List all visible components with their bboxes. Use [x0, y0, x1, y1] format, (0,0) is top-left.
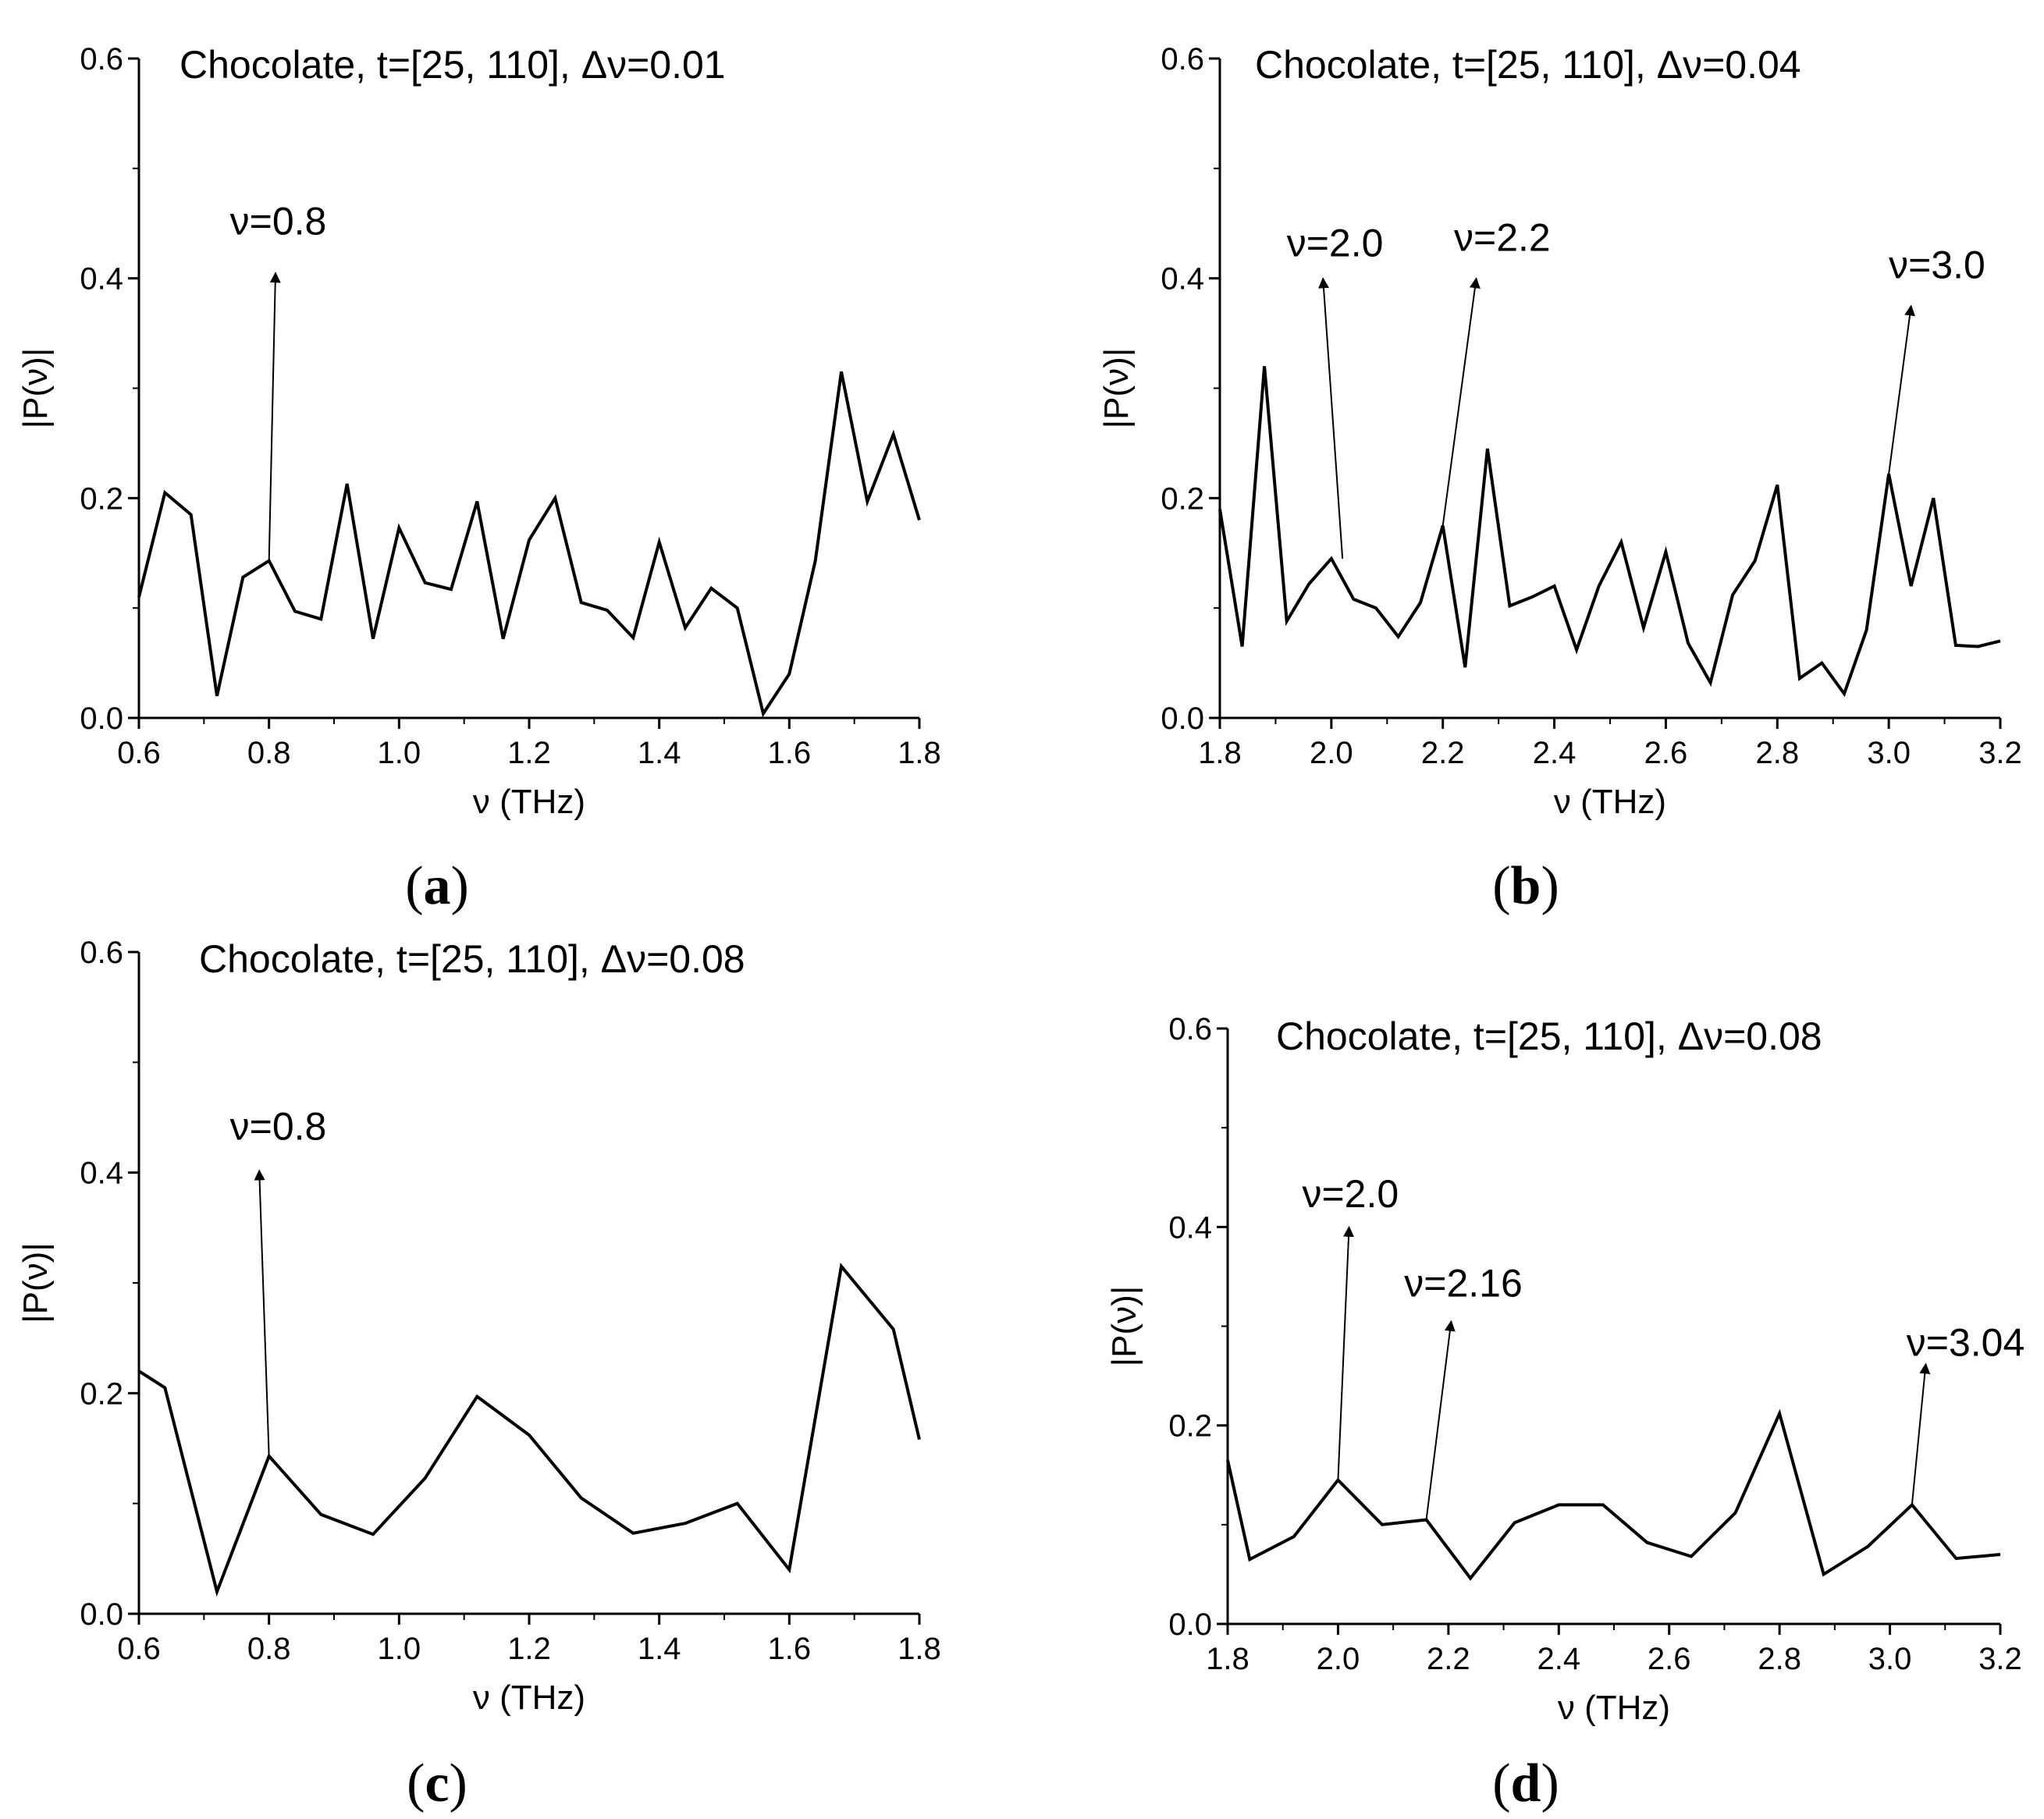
annotation-label: ν=3.04	[1907, 1321, 2025, 1365]
panel-label-c: (c)	[407, 1753, 467, 1814]
y-tick-label: 0.2	[80, 1377, 123, 1411]
y-tick-label: 0.6	[80, 936, 123, 970]
panel-a: 0.6 0.8 1.0 1.2 1.4 1.6 1.8 0.0 0.2 0.4 0.6 ν (THz)…	[16, 42, 941, 821]
annotation-arrow	[1911, 1362, 1931, 1505]
y-tick-label: 0.2	[1168, 1409, 1212, 1444]
x-tick-label: 2.4	[1537, 1642, 1580, 1676]
annotation-arrow	[1425, 1320, 1456, 1520]
panel-label-d: (d)	[1492, 1753, 1559, 1814]
y-tick-label: 0.0	[1168, 1608, 1212, 1642]
y-tick-label: 0.0	[80, 702, 123, 736]
annotation-arrow	[268, 272, 281, 561]
y-tick-label: 0.4	[80, 1156, 123, 1191]
x-tick-label: 1.0	[378, 736, 421, 770]
y-axis-title: |P(ν)|	[16, 1242, 55, 1323]
x-tick-label: 1.8	[1206, 1642, 1250, 1676]
annotation-label: ν=3.0	[1889, 243, 1985, 287]
panel-c: 0.6 0.8 1.0 1.2 1.4 1.6 1.8 0.0 0.2 0.4 0.6 ν (THz)…	[16, 936, 941, 1717]
panel-label-b: (b)	[1492, 856, 1559, 916]
chart-title: Chocolate, t=[25, 110], Δν=0.04	[1255, 43, 1801, 87]
panel-label-a: (a)	[405, 856, 469, 916]
x-tick-label: 3.2	[1978, 1642, 2022, 1676]
panel-d: 1.8 2.0 2.2 2.4 2.6 2.8 3.0 3.2 0.0 0.2 0.4 0.6 ν (T…	[1105, 1012, 2024, 1727]
x-tick-label: 1.6	[768, 736, 812, 770]
annotation-label: ν=0.8	[230, 1104, 327, 1148]
x-tick-label: 2.8	[1755, 736, 1799, 770]
x-tick-label: 3.0	[1867, 736, 1911, 770]
chart-title: Chocolate, t=[25, 110], Δν=0.08	[199, 937, 745, 981]
y-tick-label: 0.4	[1168, 1210, 1212, 1245]
x-tick-label: 1.8	[1198, 736, 1242, 770]
x-tick-label: 1.6	[768, 1632, 812, 1666]
annotation-label: ν=0.8	[230, 199, 327, 243]
annotation-label: ν=2.2	[1454, 215, 1551, 259]
x-axis-title: ν (THz)	[1558, 1689, 1670, 1727]
x-tick-label: 2.8	[1758, 1642, 1801, 1676]
x-axis-title: ν (THz)	[473, 783, 585, 821]
x-tick-label: 0.6	[117, 736, 161, 770]
y-tick-label: 0.6	[80, 42, 123, 76]
x-tick-label: 0.8	[247, 1632, 291, 1666]
y-tick-label: 0.4	[1161, 262, 1204, 297]
annotation-arrow	[254, 1169, 270, 1456]
x-axis-title: ν (THz)	[1554, 783, 1666, 821]
x-tick-label: 0.6	[117, 1632, 161, 1666]
x-axis-title: ν (THz)	[473, 1679, 585, 1717]
y-tick-label: 0.0	[80, 1597, 123, 1632]
chart-title: Chocolate, t=[25, 110], Δν=0.08	[1276, 1014, 1822, 1058]
x-tick-label: 1.8	[898, 736, 941, 770]
x-tick-label: 2.4	[1533, 736, 1577, 770]
x-tick-label: 2.0	[1317, 1642, 1360, 1676]
y-axis-title: |P(ν)|	[16, 348, 55, 429]
annotation-arrow	[1337, 1225, 1355, 1480]
x-tick-label: 1.8	[898, 1632, 941, 1666]
chart-title: Chocolate, t=[25, 110], Δν=0.01	[180, 43, 726, 87]
x-tick-label: 2.6	[1648, 1642, 1691, 1676]
y-tick-label: 0.2	[1161, 481, 1204, 516]
annotation-label: ν=2.16	[1404, 1261, 1523, 1305]
panel-b: 1.8 2.0 2.2 2.4 2.6 2.8 3.0 3.2 0.0 0.2 0.4 0.6 ν (T…	[1097, 42, 2022, 821]
x-tick-label: 3.2	[1978, 736, 2022, 770]
annotation-label: ν=2.0	[1302, 1172, 1399, 1216]
x-tick-label: 2.2	[1421, 736, 1465, 770]
x-tick-label: 2.0	[1310, 736, 1353, 770]
x-tick-label: 1.4	[638, 736, 681, 770]
y-tick-label: 0.2	[80, 481, 123, 516]
y-tick-label: 0.6	[1168, 1012, 1212, 1046]
annotation-arrow	[1888, 304, 1915, 474]
x-tick-label: 1.2	[507, 736, 551, 770]
y-tick-label: 0.4	[80, 262, 123, 297]
x-tick-label: 0.8	[247, 736, 291, 770]
y-axis-title: |P(ν)|	[1097, 348, 1136, 429]
data-series-line	[137, 1263, 921, 1597]
x-tick-label: 1.2	[507, 1632, 551, 1666]
annotation-arrow	[1441, 277, 1481, 526]
x-tick-label: 1.4	[638, 1632, 681, 1666]
x-tick-label: 1.0	[378, 1632, 421, 1666]
y-tick-label: 0.0	[1161, 702, 1204, 736]
annotation-arrow	[1318, 277, 1344, 559]
data-series-line	[1218, 366, 2001, 698]
data-series-line	[137, 371, 921, 718]
x-tick-label: 2.6	[1644, 736, 1688, 770]
x-tick-label: 2.2	[1427, 1642, 1470, 1676]
x-tick-label: 3.0	[1868, 1642, 1912, 1676]
annotation-label: ν=2.0	[1287, 222, 1384, 265]
data-series-line	[1226, 1409, 2001, 1581]
y-axis-title: |P(ν)|	[1105, 1286, 1143, 1367]
y-tick-label: 0.6	[1161, 42, 1204, 76]
